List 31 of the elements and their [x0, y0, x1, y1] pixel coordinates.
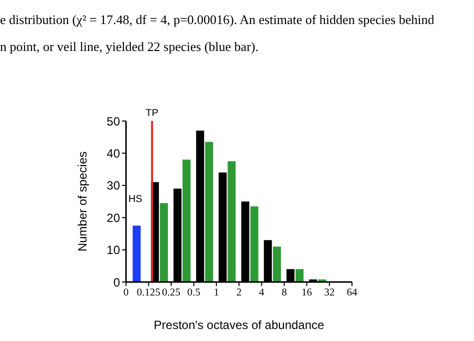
x-tick-label: 16	[302, 287, 312, 298]
x-axis-title: Preston's octaves of abundance	[154, 318, 325, 332]
x-tick-label: 4	[258, 287, 265, 298]
x-tick-label: 0.25	[162, 287, 180, 298]
bar	[182, 160, 191, 282]
bar	[160, 203, 168, 282]
text: e distribution (χ² = 17.48, df = 4, p=0.00016). An estimate of hidden species behind	[0, 12, 434, 28]
y-axis-title: Number of species	[75, 151, 90, 252]
x-tick-label: 2	[236, 287, 242, 298]
bar	[296, 269, 304, 282]
x-tick-label: 32	[324, 287, 335, 298]
x-tick-label: 0	[123, 287, 129, 298]
y-tick-label: 0	[113, 275, 120, 290]
y-tick-label: 30	[106, 178, 120, 193]
y-tick-label: 10	[106, 243, 120, 258]
y-tick-label: 50	[106, 114, 120, 128]
x-tick-label: 1	[214, 287, 220, 298]
ref-line-label: TP	[146, 108, 159, 119]
y-tick-label: 20	[106, 210, 120, 225]
text: n point, or veil line, yielded 22 species (blue bar).	[0, 39, 258, 55]
bar	[228, 161, 236, 282]
x-tick-label: 0.125	[136, 287, 160, 298]
bar	[250, 206, 258, 282]
x-tick-label: 8	[282, 287, 287, 298]
bar	[205, 142, 214, 282]
x-tick-label: 0.5	[187, 287, 200, 298]
x-tick-label: 64	[346, 287, 358, 298]
bar	[132, 226, 141, 282]
bar	[272, 246, 281, 282]
annotation: HS	[128, 194, 143, 205]
y-tick-label: 40	[106, 146, 120, 160]
